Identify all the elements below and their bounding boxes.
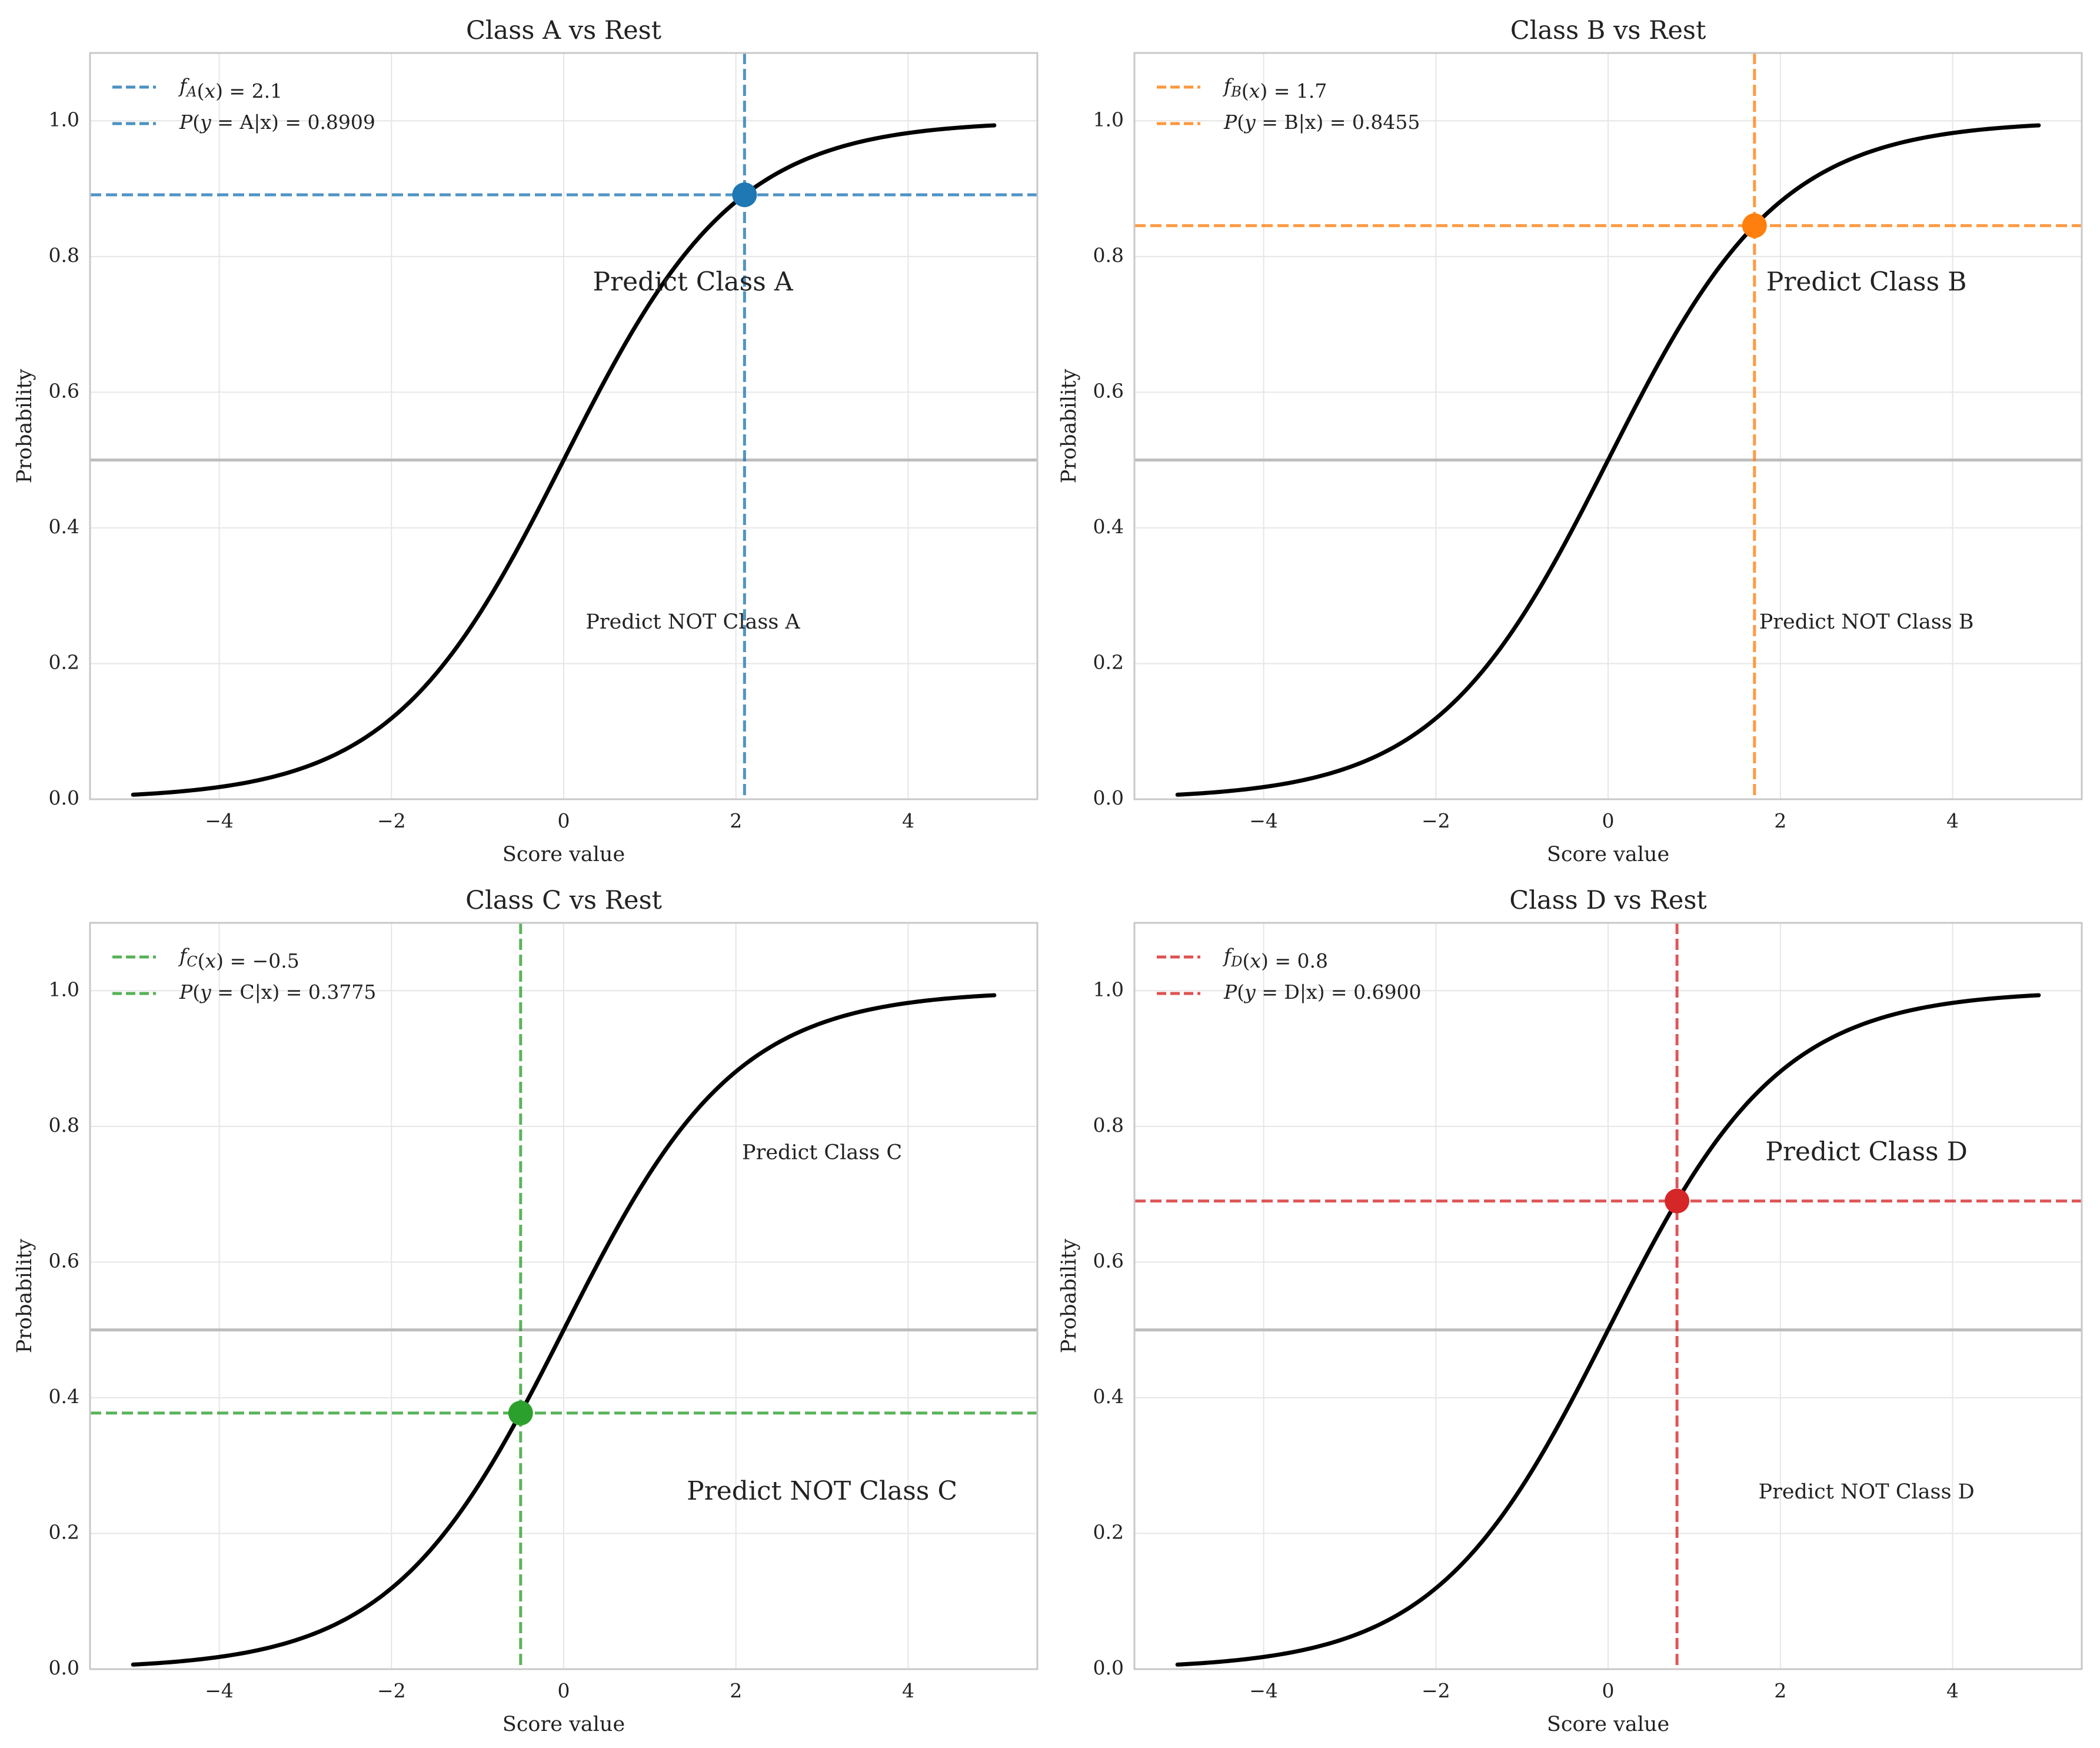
y-tick-label: 0.6: [1093, 379, 1124, 402]
x-tick-label: −2: [1422, 809, 1450, 832]
annotation-text: Predict Class C: [742, 1141, 902, 1164]
y-tick-label: 0.2: [49, 1520, 79, 1543]
y-tick-label: 0.8: [1093, 1114, 1124, 1136]
y-tick-label: 1.0: [1093, 108, 1124, 131]
x-tick-label: 4: [1946, 809, 1959, 832]
axes-frame: [1133, 52, 2083, 800]
legend-label: fC(x) = −0.5: [178, 944, 299, 972]
x-tick-label: 4: [1946, 1679, 1959, 1702]
x-axis-label: Score value: [502, 1713, 625, 1736]
y-tick-label: 0.4: [49, 1385, 79, 1408]
y-tick-label: 0.4: [49, 515, 79, 538]
x-tick-label: 2: [1774, 809, 1786, 832]
axes-frame: [1133, 922, 2083, 1670]
y-tick-label: 0.8: [1093, 244, 1124, 267]
x-tick-label: 0: [1602, 1679, 1615, 1702]
prediction-point: [508, 1400, 533, 1425]
y-axis-label: Probability: [1057, 369, 1081, 484]
annotation-text: Predict Class B: [1766, 267, 1967, 297]
y-tick-label: 0.6: [49, 379, 79, 402]
x-tick-label: −2: [1422, 1679, 1450, 1702]
sigmoid-curve: [1175, 993, 2041, 1667]
y-tick-label: 0.0: [1093, 1656, 1124, 1679]
y-tick-label: 0.6: [1093, 1249, 1124, 1272]
sigmoid-curve: [1175, 123, 2041, 797]
subplot-2: Predict Class C Predict NOT Class C −4 −2 0 2…: [13, 886, 1039, 1736]
legend-label: P(y = C|x) = 0.3775: [179, 981, 376, 1003]
y-axis-label: Probability: [1057, 1239, 1081, 1354]
x-tick-label: −4: [1249, 809, 1278, 832]
y-tick-label: 0.2: [1093, 1520, 1124, 1543]
x-tick-label: −2: [377, 1679, 406, 1702]
y-tick-label: 0.6: [49, 1249, 79, 1272]
x-tick-label: 0: [1602, 809, 1615, 832]
y-tick-label: 1.0: [49, 108, 79, 131]
x-axis-label: Score value: [1547, 843, 1669, 866]
legend: fB(x) = 1.7P(y = B|x) = 0.8455: [1157, 74, 1420, 134]
annotation-text: Predict NOT Class B: [1759, 610, 1974, 634]
y-tick-label: 1.0: [49, 978, 79, 1001]
prediction-point: [1665, 1188, 1690, 1214]
sigmoid-curve: [131, 123, 997, 797]
x-tick-label: −4: [205, 1679, 234, 1702]
y-axis-label: Probability: [13, 1239, 36, 1354]
subplot-title: Class D vs Rest: [1509, 886, 1706, 915]
x-axis-label: Score value: [502, 843, 625, 866]
x-tick-label: 4: [902, 1679, 914, 1702]
subplot-1: Predict Class B Predict NOT Class B −4 −2 0 2…: [1057, 16, 2083, 866]
subplot-title: Class A vs Rest: [466, 16, 661, 45]
legend: fC(x) = −0.5 P(y = C|x) = 0.3775: [112, 944, 376, 1003]
y-tick-label: 0.8: [49, 1114, 79, 1136]
x-tick-label: 0: [558, 1679, 570, 1702]
annotation-text: Predict NOT Class D: [1759, 1480, 1975, 1504]
subplot-title: Class B vs Rest: [1510, 16, 1706, 45]
y-tick-label: 0.0: [49, 1656, 79, 1679]
legend: fD(x) = 0.8 P(y = D|x) = 0.6900: [1157, 944, 1422, 1003]
x-tick-label: 2: [730, 1679, 742, 1702]
legend-label: P(y = A|x) = 0.8909: [179, 111, 375, 134]
y-tick-label: 0.4: [1093, 515, 1124, 538]
y-tick-label: 0.0: [49, 786, 79, 809]
legend-label: P(y = B|x) = 0.8455: [1223, 111, 1420, 134]
y-tick-label: 0.2: [1093, 650, 1124, 673]
legend-label: P(y = D|x) = 0.6900: [1223, 981, 1422, 1003]
y-tick-label: 1.0: [1093, 978, 1124, 1001]
sigmoid-curve: [131, 993, 997, 1667]
annotation-text: Predict NOT Class A: [585, 610, 800, 634]
axes-frame: [89, 52, 1039, 800]
axes-frame: [89, 922, 1039, 1670]
annotation-text: Predict NOT Class C: [687, 1476, 957, 1506]
subplot-0: Predict Class A Predict NOT Class A −4 −2 0 2…: [13, 16, 1039, 866]
x-tick-label: 4: [902, 809, 914, 832]
y-tick-label: 0.0: [1093, 786, 1124, 809]
y-tick-label: 0.8: [49, 244, 79, 267]
subplot-3: Predict Class D Predict NOT Class D −4 −2 0 2…: [1057, 886, 2083, 1736]
x-tick-label: −2: [377, 809, 406, 832]
legend: fA(x) = 2.1P(y = A|x) = 0.8909: [112, 74, 375, 134]
y-tick-label: 0.2: [49, 650, 79, 673]
subplot-title: Class C vs Rest: [465, 886, 662, 915]
x-tick-label: −4: [205, 809, 234, 832]
x-tick-label: 2: [730, 809, 742, 832]
x-tick-label: 0: [558, 809, 570, 832]
annotation-text: Predict Class A: [593, 267, 793, 297]
y-axis-label: Probability: [13, 369, 36, 484]
annotation-text: Predict Class D: [1765, 1136, 1968, 1167]
legend-label: fD(x) = 0.8: [1222, 944, 1328, 972]
y-tick-label: 0.4: [1093, 1385, 1124, 1408]
prediction-point: [1742, 213, 1767, 238]
prediction-point: [732, 182, 757, 208]
x-tick-label: −4: [1249, 1679, 1278, 1702]
x-axis-label: Score value: [1547, 1713, 1669, 1736]
x-tick-label: 2: [1774, 1679, 1786, 1702]
